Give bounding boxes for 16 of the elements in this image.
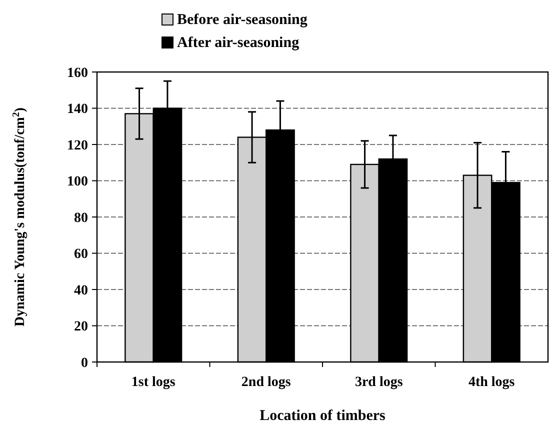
y-tick-label: 80 [74,210,88,226]
y-tick-label: 0 [81,356,88,371]
legend-label: After air-seasoning [177,35,300,51]
x-tick-label: 3rd logs [354,375,404,390]
y-tick-label: 120 [67,138,88,154]
x-tick-label: 2nd logs [241,375,292,390]
y-tick-label: 60 [74,247,88,262]
y-tick-label: 160 [67,66,88,81]
y-tick-label: 20 [74,320,88,335]
x-axis-title: Location of timbers [260,408,386,424]
y-tick-label: 100 [67,174,88,190]
x-tick-label: 1st logs [131,375,176,390]
y-tick-label: 140 [67,102,88,118]
x-tick-label: 4th logs [468,375,516,390]
legend-label: Before air-seasoning [177,12,308,28]
y-tick-label: 40 [74,283,88,298]
